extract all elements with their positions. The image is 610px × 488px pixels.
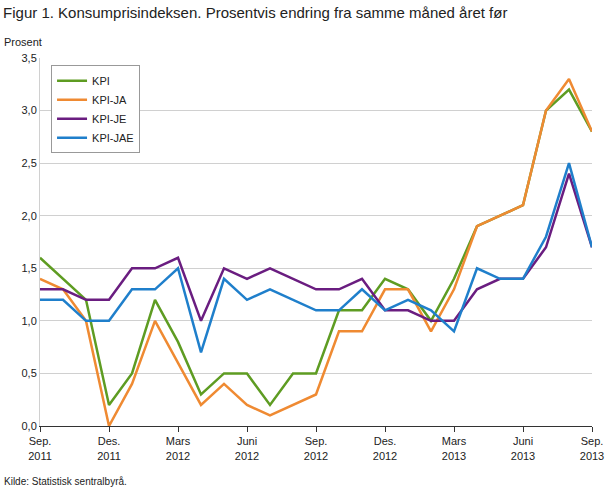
svg-text:Juni2013: Juni2013 (511, 435, 535, 461)
svg-text:2,0: 2,0 (22, 210, 37, 222)
svg-text:3,5: 3,5 (22, 52, 37, 64)
svg-text:0,0: 0,0 (22, 420, 37, 432)
svg-text:0,5: 0,5 (22, 367, 37, 379)
svg-text:Sep.2012: Sep.2012 (304, 435, 328, 461)
svg-text:1,5: 1,5 (22, 262, 37, 274)
svg-text:3,0: 3,0 (22, 104, 37, 116)
svg-text:Sep.2011: Sep.2011 (28, 435, 52, 461)
svg-text:KPI: KPI (92, 75, 110, 87)
svg-text:2,5: 2,5 (22, 157, 37, 169)
svg-text:Juni2012: Juni2012 (235, 435, 259, 461)
svg-text:Prosent: Prosent (4, 36, 42, 48)
svg-text:KPI-JA: KPI-JA (92, 94, 127, 106)
svg-text:Des.2011: Des.2011 (97, 435, 121, 461)
svg-text:KPI-JAE: KPI-JAE (92, 132, 134, 144)
svg-text:Sep.2013: Sep.2013 (580, 435, 604, 461)
svg-text:Mars2013: Mars2013 (442, 435, 467, 461)
svg-text:Des.2012: Des.2012 (373, 435, 397, 461)
svg-text:Mars2012: Mars2012 (166, 435, 191, 461)
svg-text:Figur 1. Konsumprisindeksen. P: Figur 1. Konsumprisindeksen. Prosentvis … (3, 4, 507, 21)
svg-text:1,0: 1,0 (22, 315, 37, 327)
svg-text:Kilde: Statistisk sentralbyrå.: Kilde: Statistisk sentralbyrå. (4, 476, 127, 487)
svg-text:KPI-JE: KPI-JE (92, 113, 126, 125)
